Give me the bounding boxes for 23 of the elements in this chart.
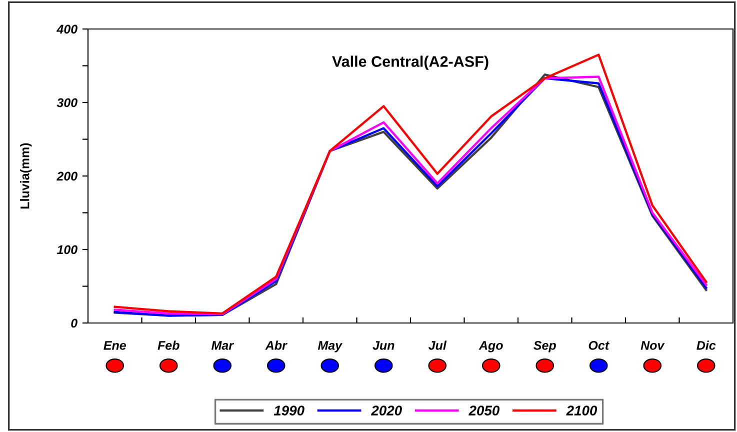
x-tick-label: Nov: [640, 341, 665, 350]
x-tick-label: Mar: [211, 341, 234, 350]
x-tick-label: Oct: [588, 340, 610, 350]
y-tick-label: 300: [56, 98, 78, 108]
x-tick-label: Abr: [265, 340, 288, 350]
x-tick-label: Jun: [372, 341, 394, 350]
x-tick-label: Sep: [534, 340, 556, 352]
x-tick-label: May: [318, 341, 343, 352]
y-tick-label: 0: [71, 318, 78, 328]
y-tick-label: 200: [56, 172, 78, 181]
x-tick-label: Dic: [696, 340, 716, 350]
x-tick-label: Ene: [104, 341, 126, 350]
legend-label: 1990: [274, 406, 304, 416]
legend-label: 2100: [566, 406, 598, 416]
y-tick-label: 400: [56, 24, 78, 34]
x-tick-label: Feb: [158, 340, 180, 350]
x-tick-label: Jul: [428, 340, 447, 350]
legend-label: 2050: [468, 406, 500, 416]
x-tick-label: Ago: [478, 341, 503, 352]
y-axis-title: Lluvia(mm): [20, 143, 32, 208]
legend-label: 2020: [370, 406, 402, 416]
y-tick-label: 100: [56, 245, 78, 254]
text: Valle Central(A2-ASF): [332, 56, 488, 70]
